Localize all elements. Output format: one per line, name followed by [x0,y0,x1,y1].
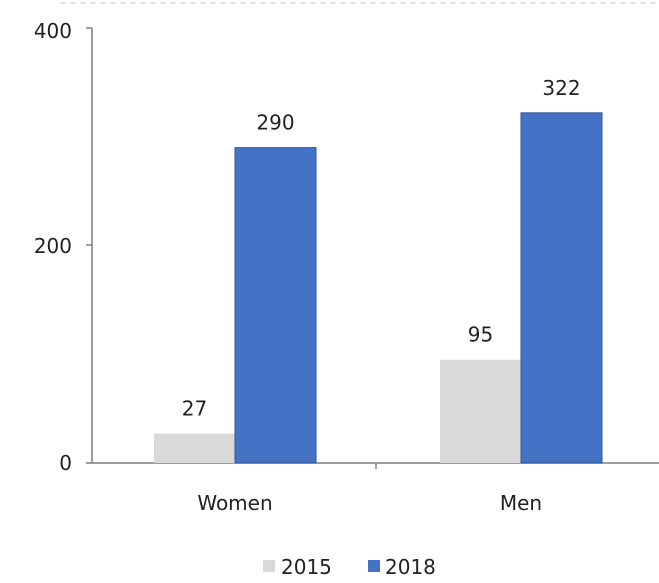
legend-label-2018: 2018 [385,555,436,579]
data-label-2018-men: 322 [542,76,580,100]
data-label-2018-women: 290 [256,111,294,135]
legend-swatch-2018 [368,560,380,572]
bar-2018-men [520,112,603,464]
x-category-label-men: Men [500,491,542,515]
data-label-2015-men: 95 [468,323,493,347]
bar-2015-women [154,433,235,463]
bar-2018-women [234,147,317,464]
y-tick-label-400: 400 [34,19,72,43]
data-label-2015-women: 27 [182,397,207,421]
bar-2015-men [440,359,521,463]
x-category-label-women: Women [197,491,272,515]
y-tick-label-0: 0 [59,451,72,475]
legend-label-2015: 2015 [281,555,332,579]
legend-swatch-2015 [263,560,275,572]
legend: 2015 2018 [263,555,436,579]
y-tick-label-200: 200 [34,234,72,258]
